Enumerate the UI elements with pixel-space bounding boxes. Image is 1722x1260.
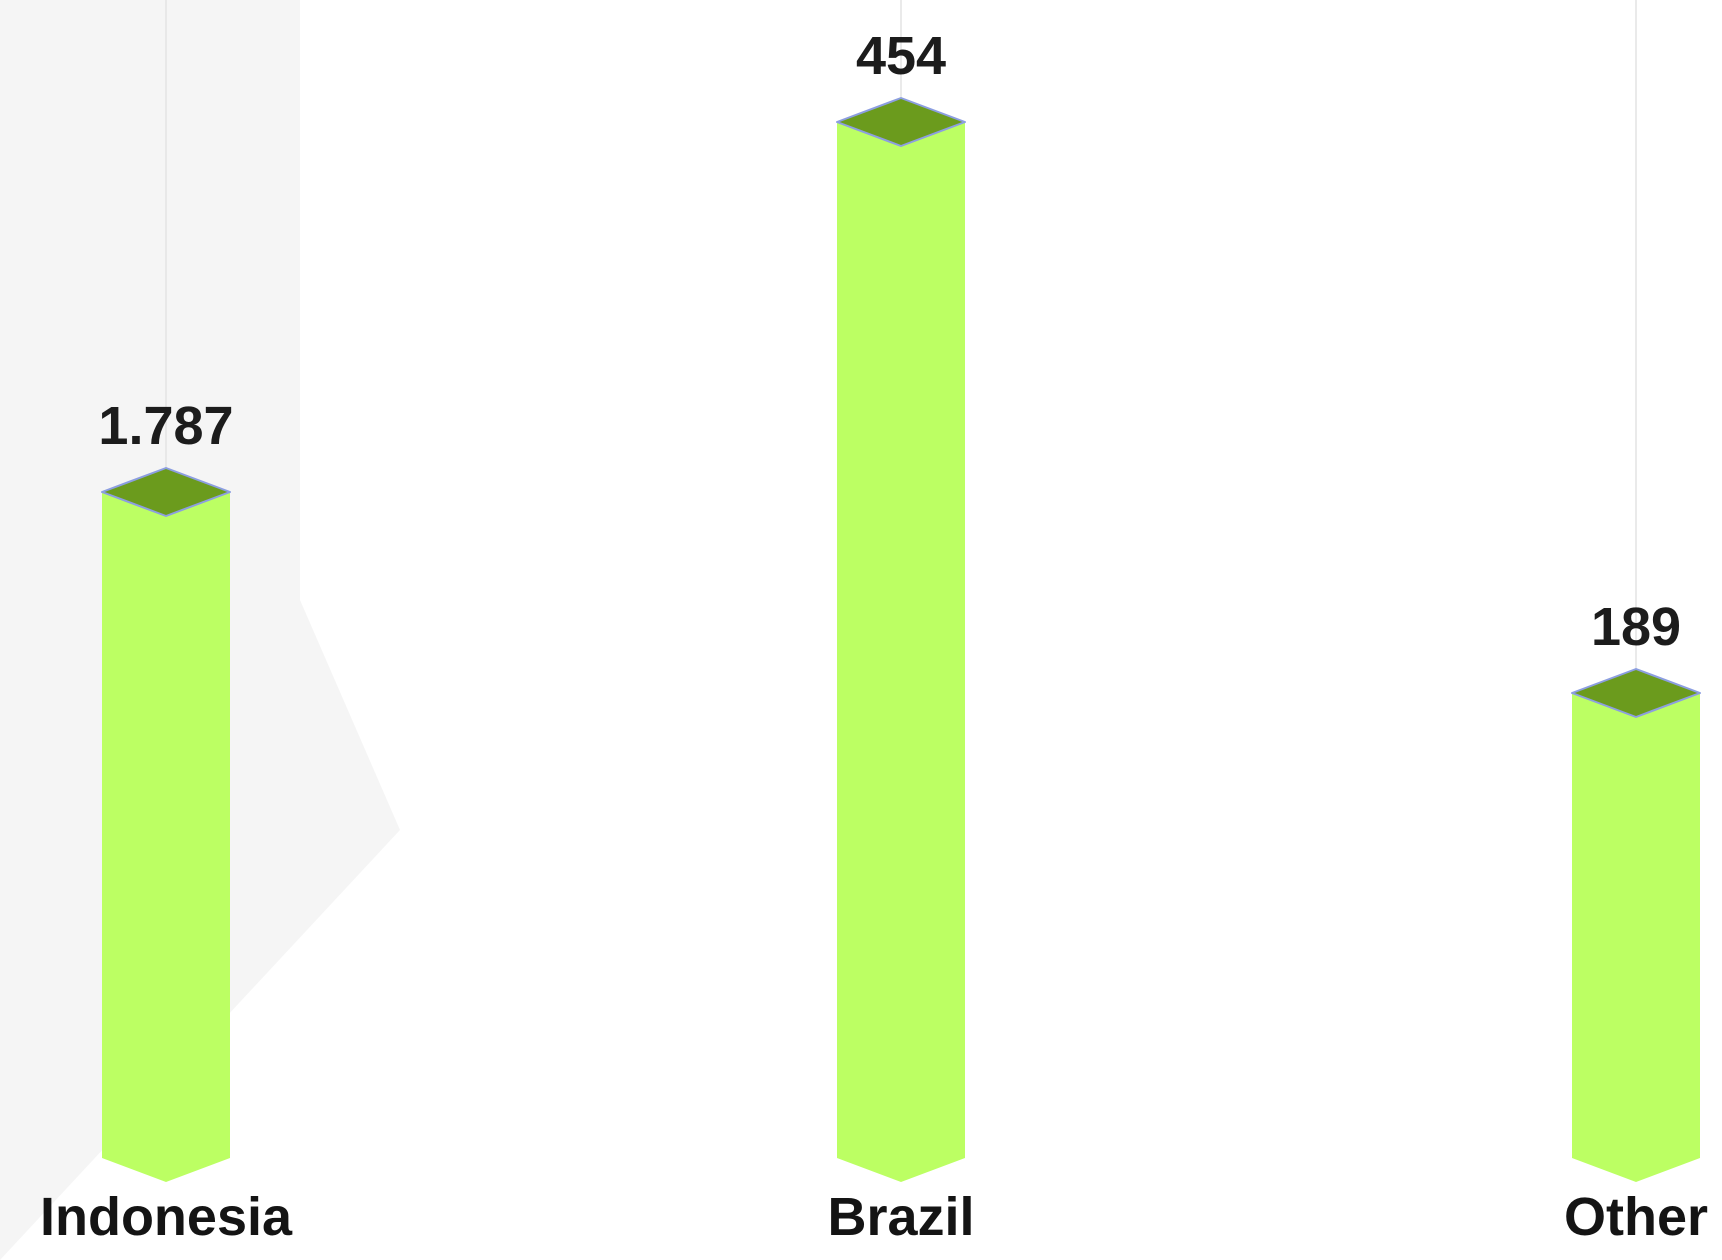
value-label: 1.787 [98,396,233,456]
bar-body [837,122,965,1182]
bar-indonesia [101,467,231,1182]
bar-top-cap [1571,668,1701,718]
bar-body [1572,693,1700,1182]
value-label: 189 [1591,597,1681,657]
bar-other [1571,668,1701,1182]
category-label: Other [1564,1187,1708,1247]
category-label: Brazil [827,1187,974,1247]
bars [101,97,1701,1182]
bar-body [102,492,230,1182]
value-label: 454 [856,26,946,86]
bar-top-cap [836,97,966,147]
bar-brazil [836,97,966,1182]
category-label: Indonesia [40,1187,293,1247]
value-labels: 1.787 454 189 [98,26,1681,657]
bar-top-cap [101,467,231,517]
category-labels: Indonesia Brazil Other [40,1187,1708,1247]
